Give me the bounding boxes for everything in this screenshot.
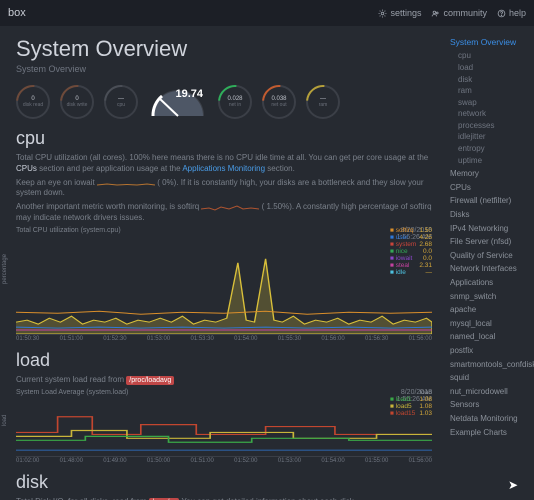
loadavg-badge: /proc/loadavg [126,376,174,385]
sidebar-item[interactable]: Network Interfaces [450,263,528,275]
apps-monitoring-link[interactable]: Applications Monitoring [182,164,265,173]
disk-desc: Total Disk I/O, for all disks, read from… [16,497,432,500]
sidebar-item[interactable]: snmp_switch [450,291,528,303]
legend-row[interactable]: ■ nice0.0 [388,248,434,255]
cpus-link[interactable]: CPUs [16,164,37,173]
cpu-desc-3: Another important metric worth monitorin… [16,202,432,224]
sidebar-item[interactable]: postfix [450,345,528,357]
load-chart-ylabel: load [2,415,8,426]
community-link[interactable]: community [431,8,487,18]
page-title: System Overview [16,36,432,62]
cpu-chart-xaxis: 01:50:3001:51:0001:52:3001:53:0001:53:30… [16,335,432,342]
gauge-ram[interactable]: — ram [306,85,340,119]
legend-row[interactable]: ■ load151.03 [388,410,434,417]
sidebar-sub-load[interactable]: load [450,62,528,74]
cpu-heading: cpu [16,128,432,149]
load-chart-legend[interactable]: load■ load11.08■ load51.08■ load151.03 [388,389,434,417]
sidebar-active[interactable]: System Overview [450,36,528,48]
sidebar-sub-disk[interactable]: disk [450,74,528,86]
breadcrumb: System Overview [16,64,432,74]
cpu-chart[interactable]: Total CPU utilization (system.cpu) 8/20/… [16,227,432,342]
gauge-net-out[interactable]: 0.038 net out [262,85,296,119]
community-label: community [443,8,487,18]
settings-link[interactable]: settings [378,8,421,18]
gauge-disk-read[interactable]: 0 disk read [16,85,50,119]
sidebar-item[interactable]: IPv4 Networking [450,223,528,235]
iowait-sparkline [97,179,155,186]
cpu-desc-1: Total CPU utilization (all cores). 100% … [16,153,432,175]
topbar: box settings community help [0,0,534,26]
sidebar[interactable]: System Overview cpuloaddiskramswapnetwor… [448,26,534,500]
sidebar-item[interactable]: named_local [450,331,528,343]
sidebar-sub-cpu[interactable]: cpu [450,50,528,62]
sidebar-sub-network[interactable]: network [450,108,528,120]
gauge-disk-write[interactable]: 0 disk write [60,85,94,119]
gauge-cpu[interactable]: — cpu [104,85,138,119]
sidebar-item[interactable]: mysql_local [450,318,528,330]
legend-row[interactable]: ■ idle— [388,269,434,276]
cpu-chart-ylabel: percentage [2,254,8,284]
main-content: System Overview System Overview 0 disk r… [0,26,448,500]
softirq-sparkline [201,204,259,211]
sidebar-item[interactable]: smartmontools_confdisk [450,359,528,371]
sidebar-sub-uptime[interactable]: uptime [450,155,528,167]
brand[interactable]: box [8,7,26,19]
cpu-chart-title: Total CPU utilization (system.cpu) [16,227,121,241]
settings-label: settings [390,8,421,18]
load-heading: load [16,350,432,371]
gauge-row: 0 disk read 0 disk write — cpu 19.74 [16,84,432,120]
sidebar-item[interactable]: apache [450,304,528,316]
sidebar-item[interactable]: Applications [450,277,528,289]
legend-row[interactable]: ■ load51.08 [388,403,434,410]
sidebar-item[interactable]: CPUs [450,182,528,194]
sidebar-item[interactable]: Sensors [450,399,528,411]
sidebar-item[interactable]: Disks [450,209,528,221]
legend-row[interactable]: ■ iowait0.0 [388,255,434,262]
sidebar-sub-entropy[interactable]: entropy [450,143,528,155]
help-link[interactable]: help [497,8,526,18]
help-label: help [509,8,526,18]
sidebar-sub-processes[interactable]: processes [450,120,528,132]
sidebar-sub-idlejitter[interactable]: idlejitter [450,131,528,143]
sidebar-item[interactable]: Memory [450,168,528,180]
load-chart-canvas[interactable] [16,405,432,457]
load-chart-title: System Load Average (system.load) [16,389,128,403]
cpu-chart-canvas[interactable] [16,243,432,335]
gear-icon [378,9,387,18]
legend-row[interactable]: ■ softirq1.50 [388,227,434,234]
people-icon [431,9,440,18]
legend-row[interactable]: ■ system2.68 [388,241,434,248]
legend-row[interactable]: ■ user4.25 [388,234,434,241]
sidebar-item[interactable]: squid [450,372,528,384]
cpu-chart-legend[interactable]: ■ softirq1.50■ user4.25■ system2.68■ nic… [388,227,434,276]
sidebar-item[interactable]: File Server (nfsd) [450,236,528,248]
cpu-desc-2: Keep an eye on iowait ( 0%). If it is co… [16,178,432,200]
legend-row[interactable]: ■ load11.08 [388,396,434,403]
sidebar-item[interactable]: nut_microdowell [450,386,528,398]
load-chart[interactable]: System Load Average (system.load) 8/20/2… [16,389,432,464]
sidebar-item[interactable]: Firewall (netfilter) [450,195,528,207]
sidebar-sub-swap[interactable]: swap [450,97,528,109]
disk-heading: disk [16,472,432,493]
sidebar-item[interactable]: Netdata Monitoring [450,413,528,425]
load-desc: Current system load read from /proc/load… [16,375,432,386]
sidebar-sub-ram[interactable]: ram [450,85,528,97]
gauge-net-in[interactable]: 0.028 net in [218,85,252,119]
sidebar-item[interactable]: Quality of Service [450,250,528,262]
gauge-main[interactable]: 19.74 [148,84,208,120]
question-icon [497,9,506,18]
gauge-main-value: 19.74 [175,88,203,100]
legend-row[interactable]: ■ steal2.31 [388,262,434,269]
sidebar-item[interactable]: Example Charts [450,427,528,439]
load-chart-xaxis: 01:02:0001:48:0001:49:0001:50:0001:51:00… [16,457,432,464]
